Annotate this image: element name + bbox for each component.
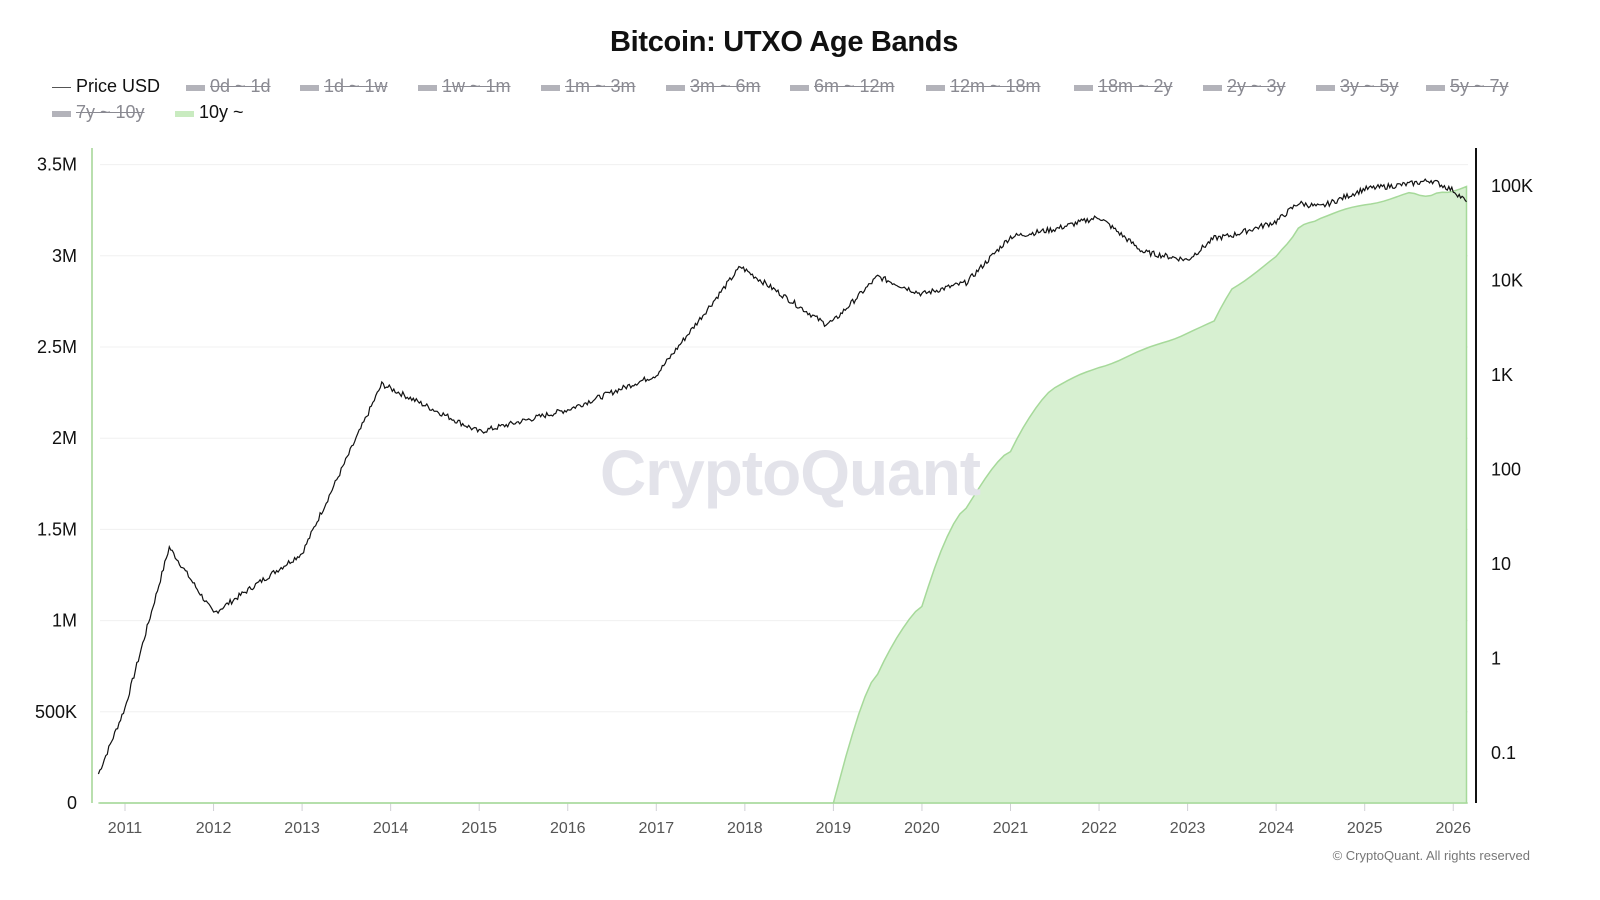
chart-title: Bitcoin: UTXO Age Bands [609,26,959,58]
right-axis-tick-label: 100K [1491,176,1533,196]
legend-item-0d-1d[interactable]: 0d ~ 1d [186,76,271,97]
watermark: CryptoQuant [600,437,981,509]
right-axis-tick-label: 1 [1491,649,1501,669]
right-axis: 0.1 1 10 100 1K 10K 100K [1491,176,1533,763]
legend-label: 1d ~ 1w [324,76,388,96]
copyright-text: © CryptoQuant. All rights reserved [1332,848,1530,863]
legend-item-2y-3y[interactable]: 2y ~ 3y [1203,76,1286,97]
x-axis: 2011 2012 2013 2014 2015 2016 2017 2018 2019 2020… [100,802,1471,837]
left-axis: 0 500K 1M 1.5M 2M 2.5M 3M 3.5M [35,155,77,813]
legend-item-5y-7y[interactable]: 5y ~ 7y [1426,76,1509,97]
x-axis-tick-label: 2017 [639,820,675,837]
area-swatch-icon [666,84,685,91]
area-swatch-icon [926,84,945,91]
area-swatch-icon [186,84,205,91]
x-axis-tick-label: 2024 [1258,820,1294,837]
area-swatch-icon [541,84,560,91]
legend-label: 10y ~ [199,102,244,122]
x-axis-tick-label: 2016 [550,820,586,837]
left-axis-tick-label: 1.5M [37,519,77,539]
band-10y-area[interactable] [98,185,1468,804]
left-axis-tick-label: 2M [52,428,77,448]
legend-label: 1w ~ 1m [442,76,511,96]
legend-label: 0d ~ 1d [210,76,271,96]
area-swatch-icon [52,110,71,117]
area-swatch-icon [1074,84,1093,91]
legend-item-3m-6m[interactable]: 3m ~ 6m [666,76,761,97]
area-swatch-icon [1316,84,1335,91]
area-swatch-icon [175,110,194,117]
left-axis-tick-label: 2.5M [37,337,77,357]
legend-item-price-usd[interactable]: Price USD [52,76,160,97]
price-line[interactable] [97,178,1467,775]
x-axis-tick-label: 2018 [727,820,763,837]
right-axis-tick-label: 10 [1491,554,1511,574]
x-axis-tick-label: 2012 [196,820,232,837]
left-axis-tick-label: 3.5M [37,155,77,175]
right-axis-tick-label: 10K [1491,271,1523,291]
legend-label: 2y ~ 3y [1227,76,1286,96]
legend-label: 1m ~ 3m [565,76,636,96]
legend-item-3y-5y[interactable]: 3y ~ 5y [1316,76,1399,97]
x-axis-tick-label: 2025 [1347,820,1383,837]
x-axis-tick-label: 2020 [904,820,940,837]
x-axis-tick-label: 2015 [461,820,497,837]
legend-label: 3m ~ 6m [690,76,761,96]
left-axis-tick-label: 0 [67,793,77,813]
area-swatch-icon [300,84,319,91]
x-axis-tick-label: 2014 [373,820,409,837]
right-axis-tick-label: 100 [1491,460,1521,480]
x-axis-tick-label: 2026 [1435,820,1471,837]
legend-label: Price USD [76,76,161,96]
left-axis-tick-label: 3M [52,246,77,266]
area-swatch-icon [1426,84,1445,91]
area-swatch-icon [418,84,437,91]
x-axis-tick-label: 2011 [108,820,143,837]
area-swatch-icon [790,84,809,91]
left-axis-tick-label: 1M [52,611,77,631]
legend-label: 12m ~ 18m [950,76,1041,96]
line-swatch-icon [52,86,71,89]
legend-item-6m-12m[interactable]: 6m ~ 12m [790,76,895,97]
legend-item-1d-1w[interactable]: 1d ~ 1w [300,76,388,97]
legend-item-1m-3m[interactable]: 1m ~ 3m [541,76,636,97]
right-axis-tick-label: 0.1 [1491,743,1516,763]
x-axis-tick-label: 2023 [1170,820,1206,837]
legend-item-12m-18m[interactable]: 12m ~ 18m [926,76,1041,97]
legend-label: 3y ~ 5y [1340,76,1399,96]
legend-item-10y[interactable]: 10y ~ [175,102,244,123]
legend-label: 18m ~ 2y [1098,76,1173,96]
legend-label: 6m ~ 12m [814,76,895,96]
x-axis-tick-label: 2022 [1081,820,1117,837]
right-axis-tick-label: 1K [1491,365,1513,385]
x-axis-tick-label: 2013 [284,820,320,837]
legend-label: 7y ~ 10y [76,102,145,122]
x-axis-tick-label: 2021 [993,820,1029,837]
area-swatch-icon [1203,84,1222,91]
legend-item-7y-10y[interactable]: 7y ~ 10y [52,102,145,123]
legend-label: 5y ~ 7y [1450,76,1509,96]
legend-item-1w-1m[interactable]: 1w ~ 1m [418,76,511,97]
x-axis-tick-label: 2019 [816,820,852,837]
left-axis-tick-label: 500K [35,702,77,722]
legend-item-18m-2y[interactable]: 18m ~ 2y [1074,76,1173,97]
